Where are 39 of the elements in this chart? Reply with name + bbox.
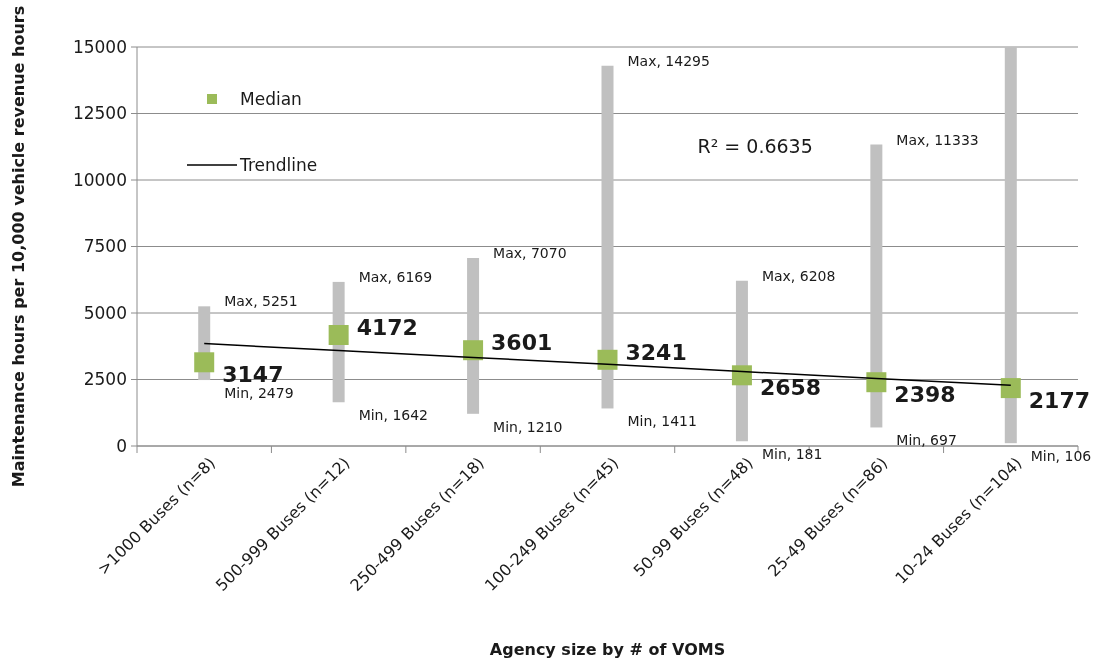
point: [1000, 378, 1021, 399]
annotation: Min, 2479: [224, 385, 294, 402]
data-label: 4172: [356, 314, 418, 340]
point: [866, 372, 887, 393]
legend-label: Median: [240, 88, 302, 109]
annotation: Min, 181: [761, 446, 823, 463]
annotation: Min, 1642: [358, 407, 429, 424]
point: [463, 340, 484, 361]
x-axis-title: Agency size by # of VOMS: [489, 640, 726, 659]
annotation: Max, 14295: [627, 52, 710, 69]
annotation: Max, 5251: [224, 293, 298, 310]
y-tick-label: 0: [116, 435, 127, 456]
annotation: Max, 11333: [896, 131, 979, 148]
data-label: 3601: [491, 330, 553, 356]
y-axis-title: Maintenance hours per 10,000 vehicle revenue hours: [9, 5, 28, 488]
y-tick-label: 7500: [83, 236, 127, 257]
legend-label: Trendline: [239, 154, 318, 175]
annotation: Max, 7070: [493, 244, 567, 261]
annotation: Max, 6208: [761, 267, 836, 284]
data-label: 2658: [759, 375, 822, 401]
annotation: Min, 697: [896, 432, 957, 449]
annotation: Max, 6169: [358, 268, 433, 285]
point: [328, 325, 349, 346]
annotation: Min, 1210: [493, 418, 563, 435]
point: [597, 349, 618, 370]
data-label: 2398: [894, 382, 956, 408]
y-tick-label: 2500: [83, 369, 127, 390]
y-tick-label: 12500: [72, 103, 127, 124]
y-tick-label: 5000: [83, 302, 127, 323]
y-tick-label: 15000: [72, 36, 127, 57]
annotation: Min, 1411: [627, 413, 697, 430]
annotation: Min, 106: [1030, 448, 1092, 465]
point: [731, 365, 752, 386]
y-tick-label: 10000: [72, 169, 127, 190]
data-label: 2177: [1028, 387, 1091, 413]
data-label: 3241: [625, 339, 687, 365]
annotation: R² = 0.6635: [697, 135, 813, 158]
data-label: 3147: [222, 362, 284, 388]
point: [194, 352, 215, 373]
